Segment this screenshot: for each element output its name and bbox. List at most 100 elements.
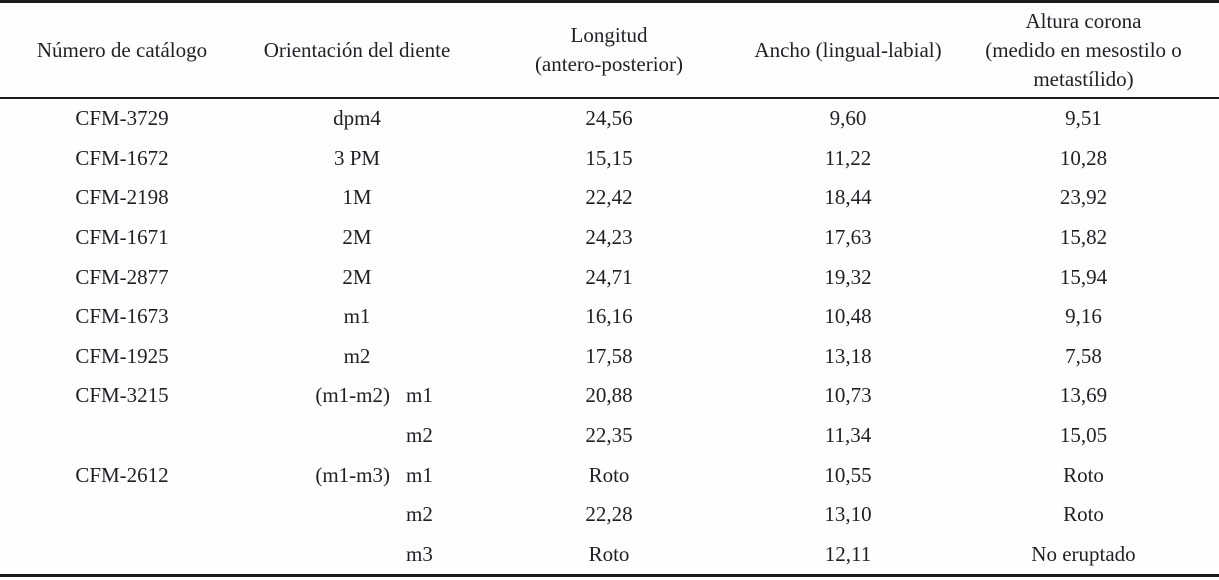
width-value: 12,11 — [824, 541, 872, 566]
length-cell: 20,88 — [470, 376, 748, 416]
length-value: 24,56 — [585, 106, 633, 131]
length-cell: 22,42 — [470, 178, 748, 218]
width-value: 10,48 — [824, 304, 872, 329]
width-cell: 11,22 — [748, 139, 948, 179]
tooth-label: m1 — [406, 383, 433, 408]
width-cell: 10,48 — [748, 297, 948, 337]
tooth-label: 2M — [342, 225, 372, 250]
catalog-value: CFM-2198 — [75, 185, 169, 210]
tooth-label: m2 — [406, 423, 433, 448]
width-value: 17,63 — [824, 225, 872, 250]
crown-height-value: Roto — [1063, 462, 1104, 487]
table-row: m2 22,35 11,34 15,05 — [0, 416, 1219, 456]
catalog-cell: CFM-1671 — [0, 218, 244, 258]
length-cell: 17,58 — [470, 337, 748, 377]
header-length-line2: (antero-posterior) — [534, 52, 684, 76]
width-value: 13,18 — [824, 343, 872, 368]
catalog-value: CFM-3729 — [75, 106, 169, 131]
width-cell: 19,32 — [748, 257, 948, 297]
catalog-value: CFM-2877 — [75, 264, 169, 289]
crown-height-cell: Roto — [948, 455, 1219, 495]
tooth-label: dpm4 — [333, 106, 381, 131]
header-catalog-label: Número de catálogo — [36, 37, 208, 62]
length-cell: Roto — [470, 535, 748, 576]
tooth-label: m2 — [343, 343, 371, 368]
length-value: Roto — [588, 462, 630, 487]
orientation-split: (m1-m3) m1 — [244, 463, 470, 488]
crown-height-cell: 9,51 — [948, 98, 1219, 139]
orientation-split: (m1-m2) m1 — [244, 383, 470, 408]
length-value: 15,15 — [585, 145, 633, 170]
header-tooth-orientation: Orientación del diente — [244, 1, 470, 99]
tooth-label: m3 — [406, 541, 433, 566]
length-cell: 24,23 — [470, 218, 748, 258]
header-crown-height-line2: (medido en mesostilo o — [985, 37, 1182, 62]
catalog-cell: CFM-1925 — [0, 337, 244, 377]
catalog-value: CFM-2612 — [75, 462, 169, 487]
table-row: CFM-1673 m1 16,16 10,48 9,16 — [0, 297, 1219, 337]
crown-height-value: 13,69 — [1059, 383, 1108, 408]
length-cell: 24,71 — [470, 257, 748, 297]
table-body: CFM-3729 dpm4 24,56 9,60 9,51 CFM-1672 3… — [0, 98, 1219, 576]
length-value: 16,16 — [585, 304, 633, 329]
width-cell: 13,10 — [748, 495, 948, 535]
crown-height-value: 9,51 — [1065, 106, 1102, 131]
crown-height-cell: 9,16 — [948, 297, 1219, 337]
tooth-label: 3 PM — [333, 145, 381, 170]
length-cell: 15,15 — [470, 139, 748, 179]
width-cell: 9,60 — [748, 98, 948, 139]
header-orientation-label: Orientación del diente — [263, 37, 451, 62]
crown-height-cell: 10,28 — [948, 139, 1219, 179]
header-row: Número de catálogo Orientación del dient… — [0, 1, 1219, 99]
crown-height-value: 15,94 — [1059, 264, 1108, 289]
orientation-cell: m3 — [244, 535, 470, 576]
header-length-line1: Longitud — [570, 23, 648, 47]
tooth-label: 1M — [342, 185, 372, 210]
header-crown-height: Altura corona (medido en mesostilo o met… — [948, 1, 1219, 99]
crown-height-cell: 13,69 — [948, 376, 1219, 416]
crown-height-value: 15,05 — [1059, 423, 1108, 448]
crown-height-value: Roto — [1063, 502, 1104, 527]
orientation-cell: 3 PM — [244, 139, 470, 179]
catalog-cell — [0, 535, 244, 576]
catalog-cell: CFM-2612 — [0, 455, 244, 495]
orientation-cell: m2 — [244, 495, 470, 535]
length-value: 17,58 — [585, 343, 633, 368]
crown-height-value: 23,92 — [1059, 185, 1108, 210]
tooth-group-label: (m1-m2) — [315, 383, 390, 408]
orientation-cell: dpm4 — [244, 98, 470, 139]
width-value: 11,34 — [824, 423, 872, 448]
catalog-cell: CFM-1672 — [0, 139, 244, 179]
table-row: CFM-3215 (m1-m2) m1 20,88 10,73 13,69 — [0, 376, 1219, 416]
crown-height-value: No eruptado — [1031, 541, 1136, 566]
header-width-label: Ancho (lingual-labial) — [754, 37, 942, 62]
length-cell: Roto — [470, 455, 748, 495]
width-value: 11,22 — [824, 145, 872, 170]
length-value: 24,23 — [585, 225, 633, 250]
orientation-cell: 1M — [244, 178, 470, 218]
orientation-split: m2 — [244, 502, 470, 527]
length-value: 22,35 — [585, 423, 633, 448]
length-cell: 22,35 — [470, 416, 748, 456]
orientation-cell: m1 — [244, 297, 470, 337]
width-cell: 13,18 — [748, 337, 948, 377]
table-row: CFM-2198 1M 22,42 18,44 23,92 — [0, 178, 1219, 218]
orientation-cell: m2 — [244, 416, 470, 456]
catalog-cell: CFM-2877 — [0, 257, 244, 297]
length-cell: 16,16 — [470, 297, 748, 337]
table-header: Número de catálogo Orientación del dient… — [0, 1, 1219, 99]
length-cell: 24,56 — [470, 98, 748, 139]
width-value: 10,73 — [824, 383, 872, 408]
table-row: CFM-1671 2M 24,23 17,63 15,82 — [0, 218, 1219, 258]
catalog-cell: CFM-3215 — [0, 376, 244, 416]
crown-height-value: 10,28 — [1059, 145, 1108, 170]
table-row: CFM-2612 (m1-m3) m1 Roto 10,55 Roto — [0, 455, 1219, 495]
catalog-cell — [0, 416, 244, 456]
orientation-cell: 2M — [244, 218, 470, 258]
crown-height-cell: 15,82 — [948, 218, 1219, 258]
table-row: m3 Roto 12,11 No eruptado — [0, 535, 1219, 576]
header-width: Ancho (lingual-labial) — [748, 1, 948, 99]
catalog-value: CFM-1925 — [75, 343, 169, 368]
tooth-label: m1 — [406, 462, 433, 487]
